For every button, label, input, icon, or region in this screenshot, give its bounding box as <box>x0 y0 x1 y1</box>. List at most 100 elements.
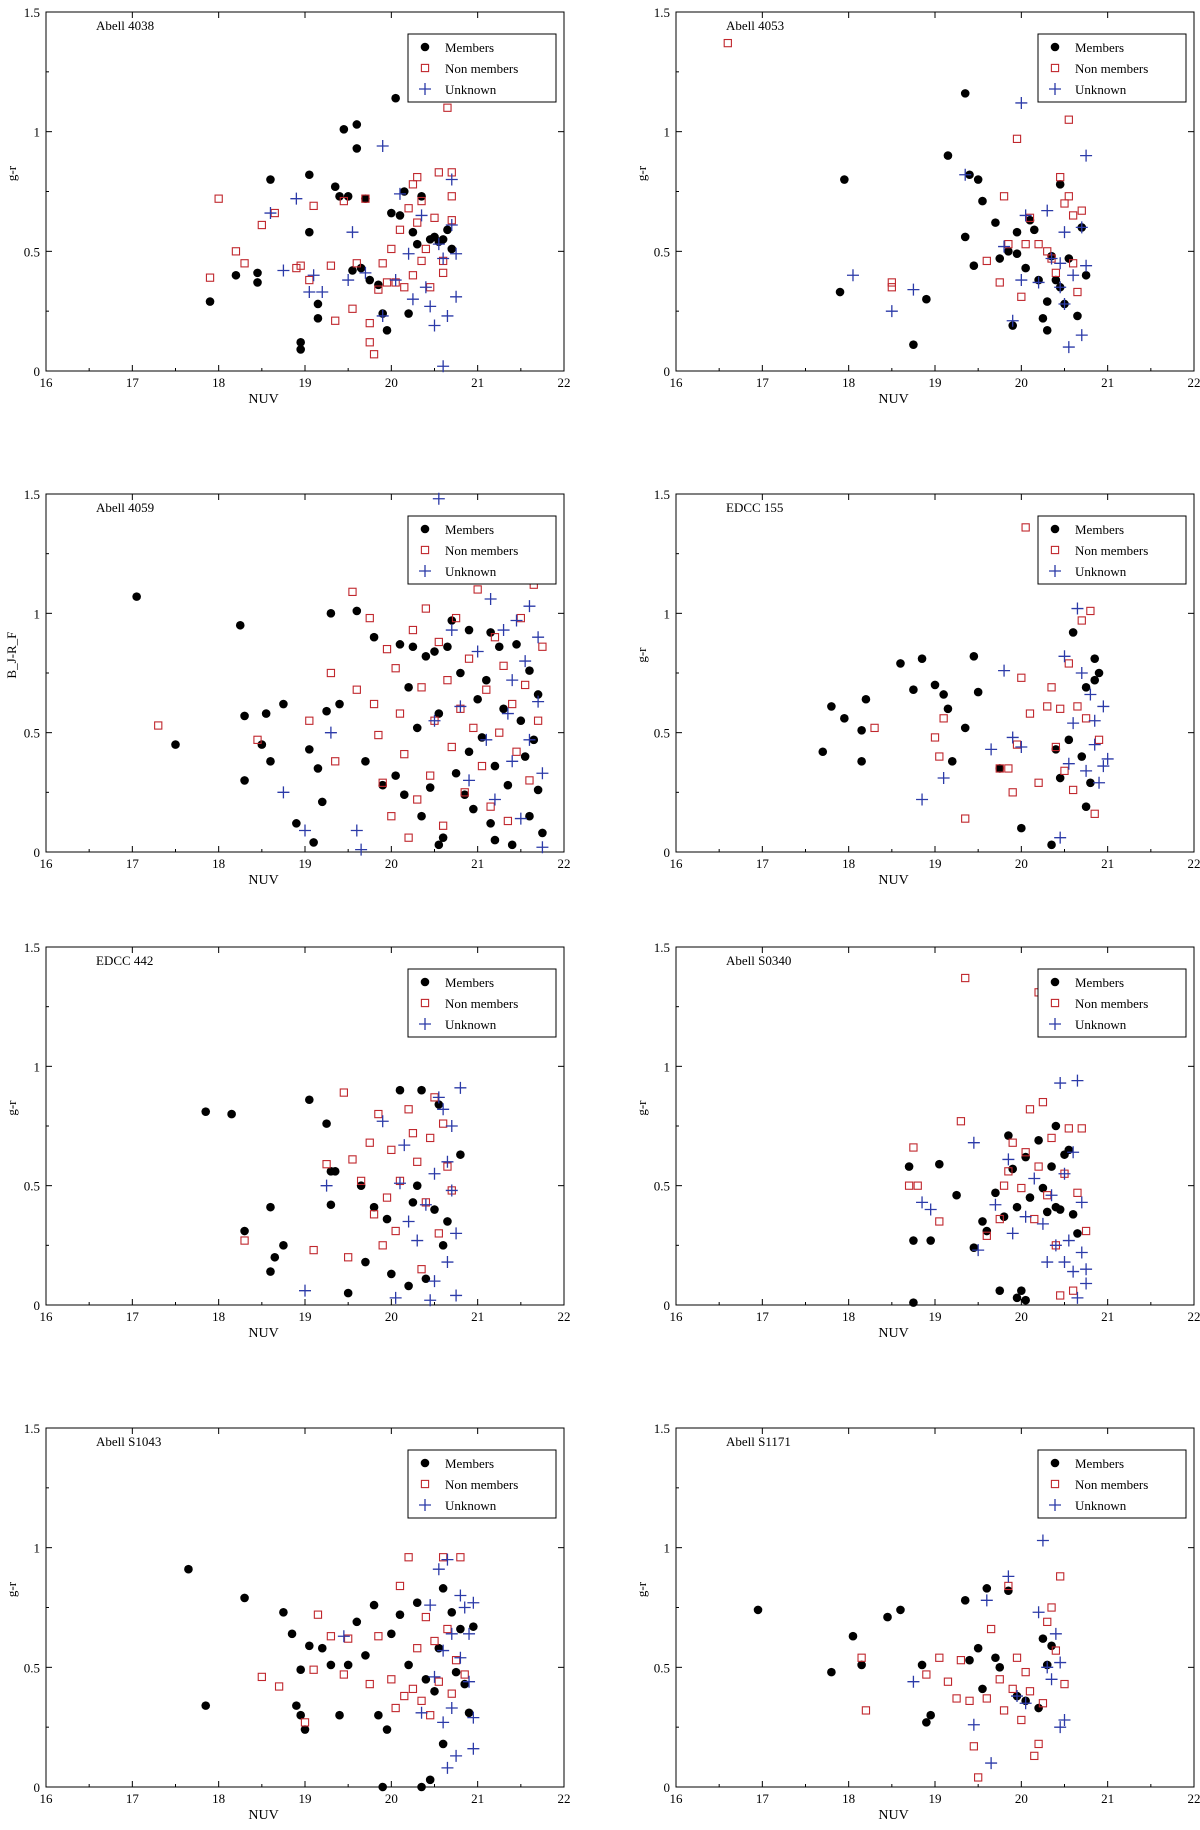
non-members-point <box>326 261 336 270</box>
members-point <box>369 1600 379 1610</box>
y-tick-label: 0 <box>664 364 671 379</box>
x-tick-label: 21 <box>1101 1309 1114 1324</box>
members-point <box>305 1641 314 1651</box>
non-members-point <box>387 812 396 821</box>
y-axis-label: g-r <box>634 647 649 663</box>
unknown-point <box>324 726 337 739</box>
non-members-point <box>257 1672 266 1682</box>
unknown-point <box>428 1670 441 1683</box>
unknown-point <box>467 1742 480 1755</box>
non-members-point <box>508 699 517 709</box>
data-points <box>132 492 549 856</box>
y-tick-label: 1 <box>34 125 41 140</box>
y-tick-label: 0.5 <box>654 726 670 741</box>
unknown-point <box>402 247 415 260</box>
non-members-point <box>1056 1291 1065 1300</box>
x-tick-label: 16 <box>670 856 684 871</box>
members-point <box>412 1181 422 1190</box>
members-point <box>1051 275 1061 285</box>
members-point <box>965 1655 974 1665</box>
members-point <box>978 1217 987 1226</box>
panel-title: Abell S0340 <box>726 953 791 968</box>
members-point <box>374 280 383 290</box>
non-members-point <box>490 633 500 642</box>
members-point <box>292 819 301 828</box>
members-point <box>507 840 517 850</box>
non-members-point <box>417 1265 426 1274</box>
unknown-point <box>523 600 536 613</box>
x-tick-label: 21 <box>471 1791 484 1806</box>
non-members-point <box>339 1670 348 1679</box>
members-point <box>443 642 452 652</box>
non-members-point <box>309 201 318 211</box>
unknown-point <box>1002 1570 1015 1583</box>
non-members-point <box>456 1553 465 1562</box>
members-point <box>296 1710 305 1720</box>
unknown-point <box>393 1177 406 1190</box>
unknown-point <box>1067 717 1080 730</box>
members-point <box>991 1653 1000 1663</box>
unknown-point <box>885 305 898 318</box>
unknown-point <box>299 1284 311 1297</box>
unknown-point <box>1058 650 1071 663</box>
unknown-point <box>916 793 929 806</box>
members-point <box>296 337 305 347</box>
unknown-point <box>519 655 532 668</box>
members-point <box>991 218 1000 227</box>
y-tick-label: 1 <box>664 606 671 621</box>
unknown-point <box>1062 757 1075 770</box>
unknown-point <box>1093 776 1106 789</box>
y-tick-label: 1.5 <box>654 940 670 955</box>
non-members-point <box>999 1181 1009 1190</box>
unknown-point <box>1075 1196 1088 1209</box>
non-members-point <box>1008 1684 1017 1694</box>
members-point <box>840 175 849 184</box>
non-members-point <box>1077 1124 1086 1133</box>
members-point <box>201 1701 211 1710</box>
members-point <box>438 1584 448 1593</box>
non-members-point <box>413 172 422 182</box>
non-members-point <box>447 1689 456 1698</box>
non-members-point <box>1017 1183 1026 1193</box>
members-point <box>374 1710 383 1720</box>
non-members-point <box>387 1145 396 1155</box>
members-point <box>395 1085 405 1095</box>
members-point <box>305 745 314 754</box>
x-tick-label: 18 <box>842 375 855 390</box>
non-members-point <box>348 587 357 597</box>
y-tick-label: 1.5 <box>24 487 40 502</box>
members-point <box>395 1610 405 1619</box>
members-point <box>943 704 953 714</box>
legend-box <box>1037 1449 1187 1519</box>
x-tick-label: 22 <box>558 856 571 871</box>
members-point <box>1055 1205 1065 1214</box>
non-members-point <box>1008 1138 1017 1147</box>
members-point <box>391 771 400 780</box>
legend-label-members: Members <box>445 1456 494 1471</box>
members-point <box>1004 1131 1013 1140</box>
members-point <box>305 170 314 180</box>
members-point <box>490 835 500 845</box>
x-tick-label: 20 <box>1015 375 1028 390</box>
members-point <box>982 1226 992 1236</box>
y-tick-label: 1 <box>664 1059 671 1074</box>
x-axis-label: NUV <box>878 1808 908 1823</box>
legend-box <box>407 968 557 1038</box>
members-point <box>840 714 849 723</box>
unknown-point <box>1058 1167 1071 1180</box>
x-axis-label: NUV <box>248 392 278 407</box>
x-tick-label: 17 <box>126 1791 140 1806</box>
non-members-point <box>1012 134 1022 143</box>
non-members-point <box>935 1653 944 1662</box>
members-point <box>361 1257 370 1267</box>
non-members-point <box>339 196 348 206</box>
members-point <box>330 1167 340 1176</box>
unknown-point <box>441 1761 454 1774</box>
scatter-panel-abell-s0340: 16 17 18 19 20 21 22 0 0.5 1 1.5 NUV g-r Abell S0340 M… <box>634 940 1200 1341</box>
unknown-point <box>1049 1239 1062 1252</box>
non-members-point <box>426 771 435 780</box>
members-point <box>909 340 918 349</box>
members-point <box>434 840 444 850</box>
non-members-point <box>1043 247 1052 256</box>
